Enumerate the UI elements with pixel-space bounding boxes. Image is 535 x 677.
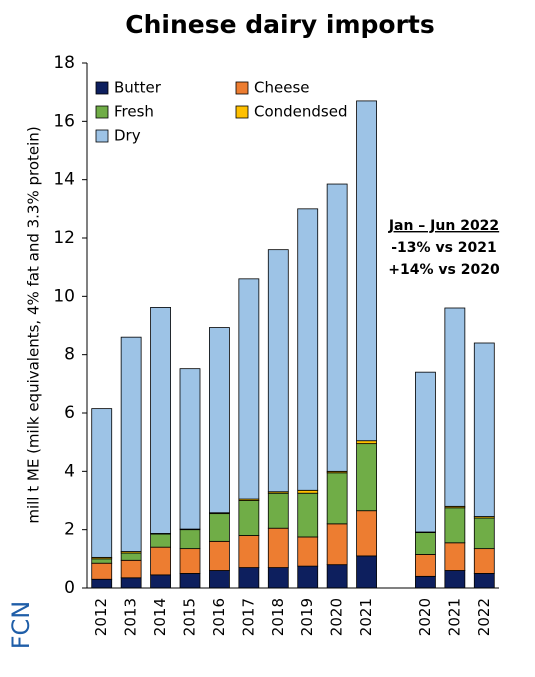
x-tick-label: 2019 xyxy=(298,598,316,636)
y-tick-label: 12 xyxy=(53,228,75,248)
y-tick-label: 16 xyxy=(53,111,75,131)
bar-segment xyxy=(209,327,230,514)
bar-segment xyxy=(91,408,113,558)
bar-segment xyxy=(209,540,230,571)
bar-segment xyxy=(267,249,289,493)
bar-segment xyxy=(444,507,466,544)
bar-segment xyxy=(267,527,289,568)
bar-segment xyxy=(150,533,171,548)
bar-segment xyxy=(444,307,466,507)
x-tick-label: 2015 xyxy=(181,598,199,636)
y-tick-label: 10 xyxy=(53,286,75,306)
bar-segment xyxy=(473,548,495,574)
bar-segment xyxy=(91,578,113,589)
legend-swatch xyxy=(95,129,109,143)
bar-segment xyxy=(179,529,201,550)
annotation: -13% vs 2021 xyxy=(391,240,497,256)
y-tick-label: 14 xyxy=(53,170,75,190)
bar-segment xyxy=(91,562,113,580)
bar-segment xyxy=(120,552,142,561)
bar-segment xyxy=(238,500,260,536)
legend-label: Condendsed xyxy=(254,103,348,121)
bar-segment xyxy=(297,492,319,538)
y-tick-label: 18 xyxy=(53,53,75,73)
x-tick-label: 2022 xyxy=(475,598,493,636)
x-tick-label: 2018 xyxy=(269,598,287,636)
legend-label: Fresh xyxy=(114,103,154,121)
x-tick-label: 2017 xyxy=(239,598,257,636)
bar-segment xyxy=(150,574,171,589)
legend-swatch xyxy=(95,105,109,119)
x-tick-label: 2020 xyxy=(416,598,434,636)
logo: FCN xyxy=(7,601,35,650)
bar-segment xyxy=(326,564,348,589)
bar-segment xyxy=(120,559,142,579)
bar-segment xyxy=(179,573,201,589)
bar-segment xyxy=(209,513,230,542)
bar-segment xyxy=(91,558,113,564)
x-tick-label: 2020 xyxy=(328,598,346,636)
annotation: +14% vs 2020 xyxy=(388,262,500,278)
bar-segment xyxy=(415,575,436,589)
legend-label: Dry xyxy=(114,127,141,145)
y-tick-label: 8 xyxy=(64,345,75,365)
bar-segment xyxy=(444,570,466,589)
y-tick-label: 2 xyxy=(64,520,75,540)
bar-segment xyxy=(179,548,201,574)
bar-segment xyxy=(356,510,377,557)
x-tick-label: 2021 xyxy=(357,598,375,636)
bar-segment xyxy=(473,342,495,517)
bar-segment xyxy=(297,208,319,491)
x-tick-label: 2021 xyxy=(445,598,463,636)
bar-segment xyxy=(179,368,201,530)
bar-segment xyxy=(267,567,289,589)
bar-segment xyxy=(326,523,348,566)
legend-swatch xyxy=(235,105,249,119)
bar-segment xyxy=(444,542,466,571)
x-tick-label: 2013 xyxy=(122,598,140,636)
bar-segment xyxy=(297,565,319,589)
bar-segment xyxy=(415,532,436,555)
bar-segment xyxy=(356,555,377,589)
legend-swatch xyxy=(235,81,249,95)
legend-label: Butter xyxy=(114,79,162,97)
legend-swatch xyxy=(95,81,109,95)
bar-segment xyxy=(326,183,348,472)
bar-segment xyxy=(415,554,436,577)
x-tick-label: 2014 xyxy=(151,598,169,636)
bar-segment xyxy=(150,307,171,534)
bar-segment xyxy=(415,371,436,533)
bar-segment xyxy=(473,517,495,550)
bar-segment xyxy=(238,567,260,589)
legend-label: Cheese xyxy=(254,79,309,97)
y-tick-label: 0 xyxy=(64,578,75,598)
bar-segment xyxy=(120,336,142,552)
chart-title: Chinese dairy imports xyxy=(125,10,435,39)
y-tick-label: 6 xyxy=(64,403,75,423)
bar-segment xyxy=(150,546,171,576)
bar-segment xyxy=(209,570,230,589)
y-tick-label: 4 xyxy=(64,461,75,481)
bar-segment xyxy=(297,489,319,494)
bar-segment xyxy=(297,536,319,567)
bar-segment xyxy=(238,278,260,500)
bar-segment xyxy=(326,472,348,525)
bar-segment xyxy=(267,492,289,529)
x-tick-label: 2016 xyxy=(210,598,228,636)
bar-segment xyxy=(473,573,495,589)
bar-segment xyxy=(356,440,377,445)
y-axis-label: mill t ME (milk equivalents, 4% fat and … xyxy=(25,126,43,523)
annotation: Jan – Jun 2022 xyxy=(388,218,499,234)
bar-segment xyxy=(356,100,377,442)
bar-segment xyxy=(356,443,377,512)
x-tick-label: 2012 xyxy=(92,598,110,636)
bar-segment xyxy=(238,535,260,568)
bar-segment xyxy=(120,577,142,589)
